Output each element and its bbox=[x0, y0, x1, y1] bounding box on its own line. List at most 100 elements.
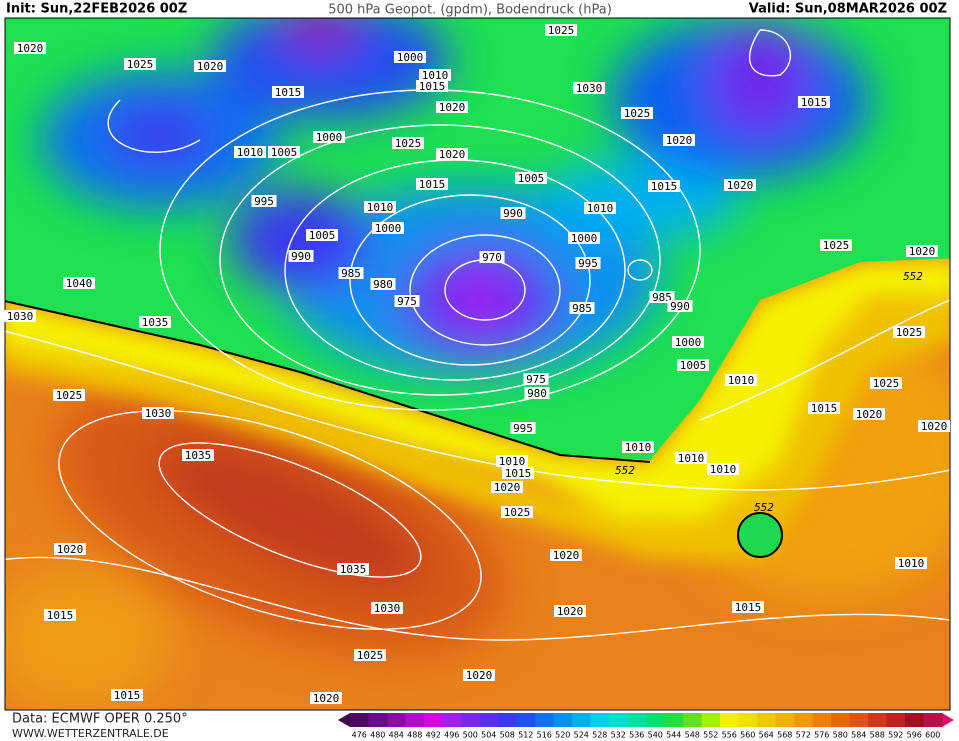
label-box bbox=[853, 408, 885, 420]
colorbar-cell bbox=[683, 713, 702, 727]
isobar-label: 1005 bbox=[309, 229, 336, 242]
isobar-label: 1020 bbox=[466, 669, 493, 682]
isobar-label: 1020 bbox=[439, 101, 466, 114]
label-box bbox=[677, 359, 709, 371]
colorbar-cell bbox=[812, 713, 832, 727]
label-box bbox=[288, 250, 314, 262]
label-box bbox=[554, 605, 586, 617]
geopotential-label: 552 bbox=[615, 464, 635, 477]
isobar-label: 1020 bbox=[666, 134, 693, 147]
label-box bbox=[268, 146, 300, 158]
label-box bbox=[870, 377, 902, 389]
colorbar-cell bbox=[646, 713, 665, 727]
website: WWW.WETTERZENTRALE.DE bbox=[12, 727, 169, 740]
colorbar-cell bbox=[424, 713, 443, 727]
colorbar-label: 492 bbox=[426, 731, 441, 740]
isobar-label: 1020 bbox=[727, 179, 754, 192]
isobar-label: 1020 bbox=[494, 481, 521, 494]
label-box bbox=[808, 402, 840, 414]
isobar-label: 1030 bbox=[145, 407, 172, 420]
label-box bbox=[14, 42, 46, 54]
label-box bbox=[575, 257, 601, 269]
isobar-label: 995 bbox=[254, 195, 274, 208]
isobar-label: 1005 bbox=[271, 146, 298, 159]
label-box bbox=[394, 51, 426, 63]
label-box bbox=[54, 543, 86, 555]
geopotential-label: 552 bbox=[754, 501, 774, 514]
isobar-label: 1020 bbox=[921, 420, 948, 433]
label-box bbox=[354, 649, 386, 661]
isobar-label: 1025 bbox=[624, 107, 651, 120]
label-box bbox=[479, 251, 505, 263]
isobar-label: 1000 bbox=[675, 336, 702, 349]
label-box bbox=[550, 549, 582, 561]
colorbar-label: 480 bbox=[370, 731, 385, 740]
label-box bbox=[622, 441, 654, 453]
colorbar-cell bbox=[738, 713, 758, 727]
label-box bbox=[44, 609, 76, 621]
colorbar-cell bbox=[350, 713, 369, 727]
colorbar-label: 572 bbox=[796, 731, 811, 740]
label-box bbox=[893, 326, 925, 338]
label-box bbox=[139, 316, 171, 328]
isobar-label: 1010 bbox=[422, 69, 449, 82]
label-box bbox=[621, 107, 653, 119]
label-box bbox=[63, 277, 95, 289]
label-box bbox=[234, 146, 266, 158]
label-box bbox=[501, 506, 533, 518]
label-box bbox=[364, 201, 396, 213]
isobar-label: 1030 bbox=[7, 310, 34, 323]
isobar-label: 980 bbox=[373, 278, 393, 291]
colorbar-label: 596 bbox=[907, 731, 922, 740]
isobar-label: 1015 bbox=[419, 80, 446, 93]
label-box bbox=[416, 80, 448, 92]
label-box bbox=[4, 310, 36, 322]
colorbar-cell bbox=[405, 713, 425, 727]
isobar-label: 1030 bbox=[576, 82, 603, 95]
isobar-label: 1025 bbox=[357, 649, 384, 662]
label-box bbox=[798, 96, 830, 108]
label-box bbox=[392, 137, 424, 149]
label-box bbox=[338, 267, 364, 279]
isobar-label: 1010 bbox=[898, 557, 925, 570]
init-time: Init: Sun,22FEB2026 00Z bbox=[6, 2, 187, 17]
colorbar: 476 480 484 488 492 496 500 504 508 512 516 520 524 5… bbox=[338, 713, 954, 740]
label-box bbox=[142, 407, 174, 419]
colorbar-cell bbox=[868, 713, 887, 727]
colorbar-cell bbox=[368, 713, 388, 727]
isobar-label: 1025 bbox=[504, 506, 531, 519]
label-box bbox=[732, 601, 764, 613]
colorbar-cell bbox=[886, 713, 906, 727]
colorbar-cell bbox=[609, 713, 628, 727]
colorbar-cell bbox=[590, 713, 610, 727]
isobar-label: 975 bbox=[397, 295, 417, 308]
colorbar-label: 588 bbox=[870, 731, 885, 740]
isobar-label: 1015 bbox=[505, 467, 532, 480]
isobar-label: 1030 bbox=[374, 602, 401, 615]
label-box bbox=[820, 239, 852, 251]
isobar-label: 1010 bbox=[625, 441, 652, 454]
label-box bbox=[310, 692, 342, 704]
label-box bbox=[111, 689, 143, 701]
label-box bbox=[436, 148, 468, 160]
isobar-label: 1015 bbox=[419, 178, 446, 191]
isobar-label: 980 bbox=[527, 387, 547, 400]
colorbar-cell bbox=[701, 713, 721, 727]
colorbar-cell bbox=[775, 713, 795, 727]
colorbar-label: 488 bbox=[407, 731, 422, 740]
isobar-label: 990 bbox=[670, 300, 690, 313]
label-box bbox=[372, 222, 404, 234]
colorbar-cell bbox=[479, 713, 499, 727]
colorbar-label: 532 bbox=[611, 731, 626, 740]
isobar-label: 985 bbox=[572, 302, 592, 315]
label-box bbox=[502, 467, 534, 479]
isobar-label: 1025 bbox=[873, 377, 900, 390]
colorbar-label: 520 bbox=[555, 731, 570, 740]
isobar-label: 1010 bbox=[710, 463, 737, 476]
isobar-label: 1040 bbox=[66, 277, 93, 290]
colorbar-cell bbox=[720, 713, 739, 727]
colorbar-label: 600 bbox=[925, 731, 940, 740]
isobar-label: 1010 bbox=[499, 455, 526, 468]
isobar-label: 985 bbox=[652, 291, 672, 304]
